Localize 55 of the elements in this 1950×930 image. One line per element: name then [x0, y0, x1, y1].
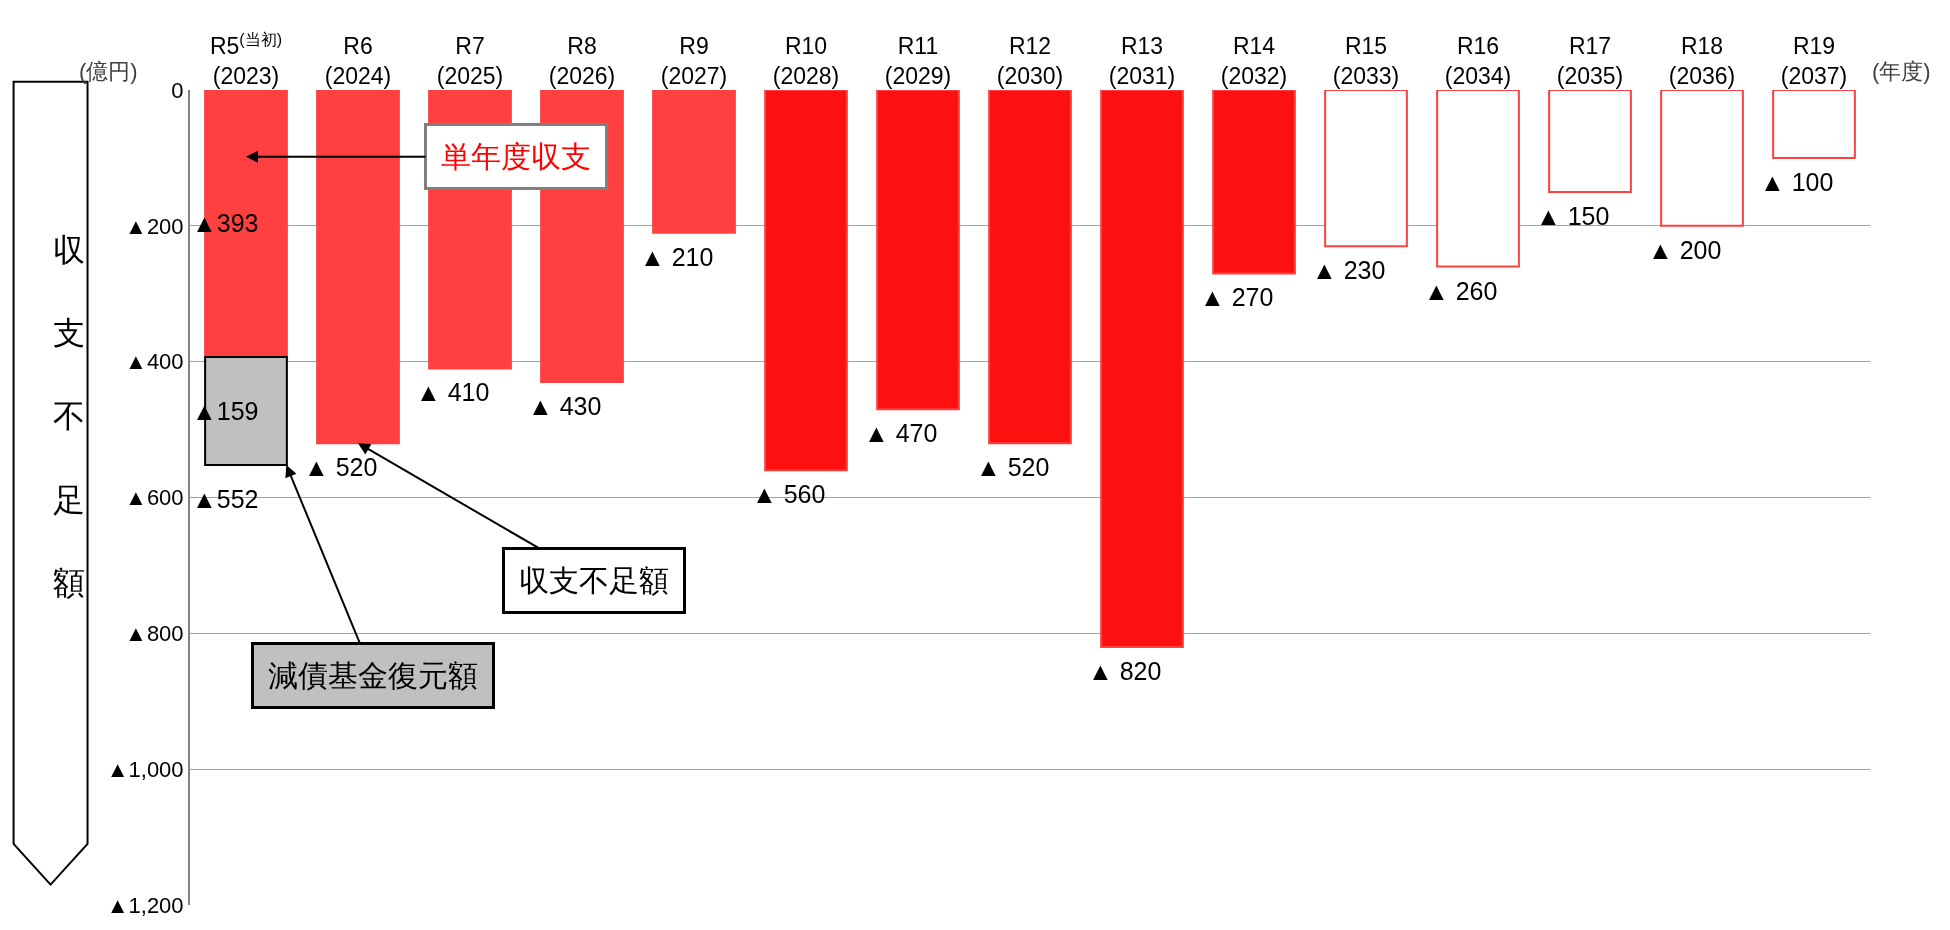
data-label: ▲ 230: [1312, 256, 1386, 284]
x-tick-label: R9 (2027): [660, 33, 728, 90]
x-tick-label: R15 (2033): [1332, 33, 1400, 90]
bar: [652, 90, 736, 234]
text: 減債基金復元額: [268, 659, 478, 692]
bar: [1100, 90, 1184, 648]
x-axis-title: (年度): [1872, 59, 1931, 84]
y-tick-label: 0: [171, 77, 184, 103]
data-label: ▲ 560: [752, 480, 826, 508]
text: (億円): [79, 59, 138, 84]
data-label: ▲ 210: [640, 243, 714, 271]
x-tick-label: R14 (2032): [1220, 33, 1288, 90]
y-tick-label: ▲1,000: [106, 756, 184, 782]
data-label: ▲ 270: [1200, 283, 1274, 311]
y-tick-label: ▲600: [125, 485, 184, 511]
data-label: ▲ 520: [304, 453, 378, 481]
x-tick-label: R19 (2037): [1780, 33, 1848, 90]
y-tick-label: ▲800: [125, 621, 184, 647]
x-tick-label: R11 (2029): [884, 33, 952, 90]
data-label: ▲ 520: [976, 453, 1050, 481]
data-label: ▲ 200: [1648, 236, 1722, 264]
y-tick-label: ▲200: [125, 213, 184, 239]
bar: [1548, 90, 1632, 193]
x-tick-label: R6 (2024): [324, 33, 392, 90]
data-label: ▲ 410: [416, 378, 490, 406]
data-label: ▲ 430: [528, 392, 602, 420]
x-tick-label: R12 (2030): [996, 33, 1064, 90]
bar: [1212, 90, 1296, 275]
bar: [764, 90, 848, 472]
data-label: ▲ 260: [1424, 277, 1498, 305]
x-tick-label: R17 (2035): [1556, 33, 1624, 90]
x-tick-label: R7 (2025): [436, 33, 504, 90]
x-tick-label: R10 (2028): [772, 33, 840, 90]
data-label: ▲ 150: [1536, 202, 1610, 230]
data-label: ▲ 820: [1088, 657, 1162, 685]
bar: [1324, 90, 1408, 248]
y-tick-label: ▲400: [125, 349, 184, 375]
x-tick-label: R5$^{(当初)}$ (2023): [209, 29, 283, 90]
data-label: ▲ 470: [864, 419, 938, 447]
data-label: ▲ 100: [1760, 168, 1834, 196]
series-label: 単年度収支: [441, 140, 591, 173]
x-tick-label: R16 (2034): [1444, 33, 1512, 90]
y-tick-label: ▲1,200: [106, 892, 184, 918]
bar: [1436, 90, 1520, 268]
bar: [876, 90, 960, 411]
x-tick-label: R18 (2036): [1668, 33, 1736, 90]
x-tick-label: R8 (2026): [548, 33, 616, 90]
annotation: 収支不足額: [519, 564, 669, 597]
text: 収支不足額: [53, 232, 85, 601]
total-label: ▲552: [192, 485, 259, 513]
bar: [1660, 90, 1744, 227]
x-tick-label: R13 (2031): [1108, 33, 1176, 90]
bar: [316, 90, 400, 445]
bar: [1772, 90, 1856, 159]
bar: [988, 90, 1072, 445]
